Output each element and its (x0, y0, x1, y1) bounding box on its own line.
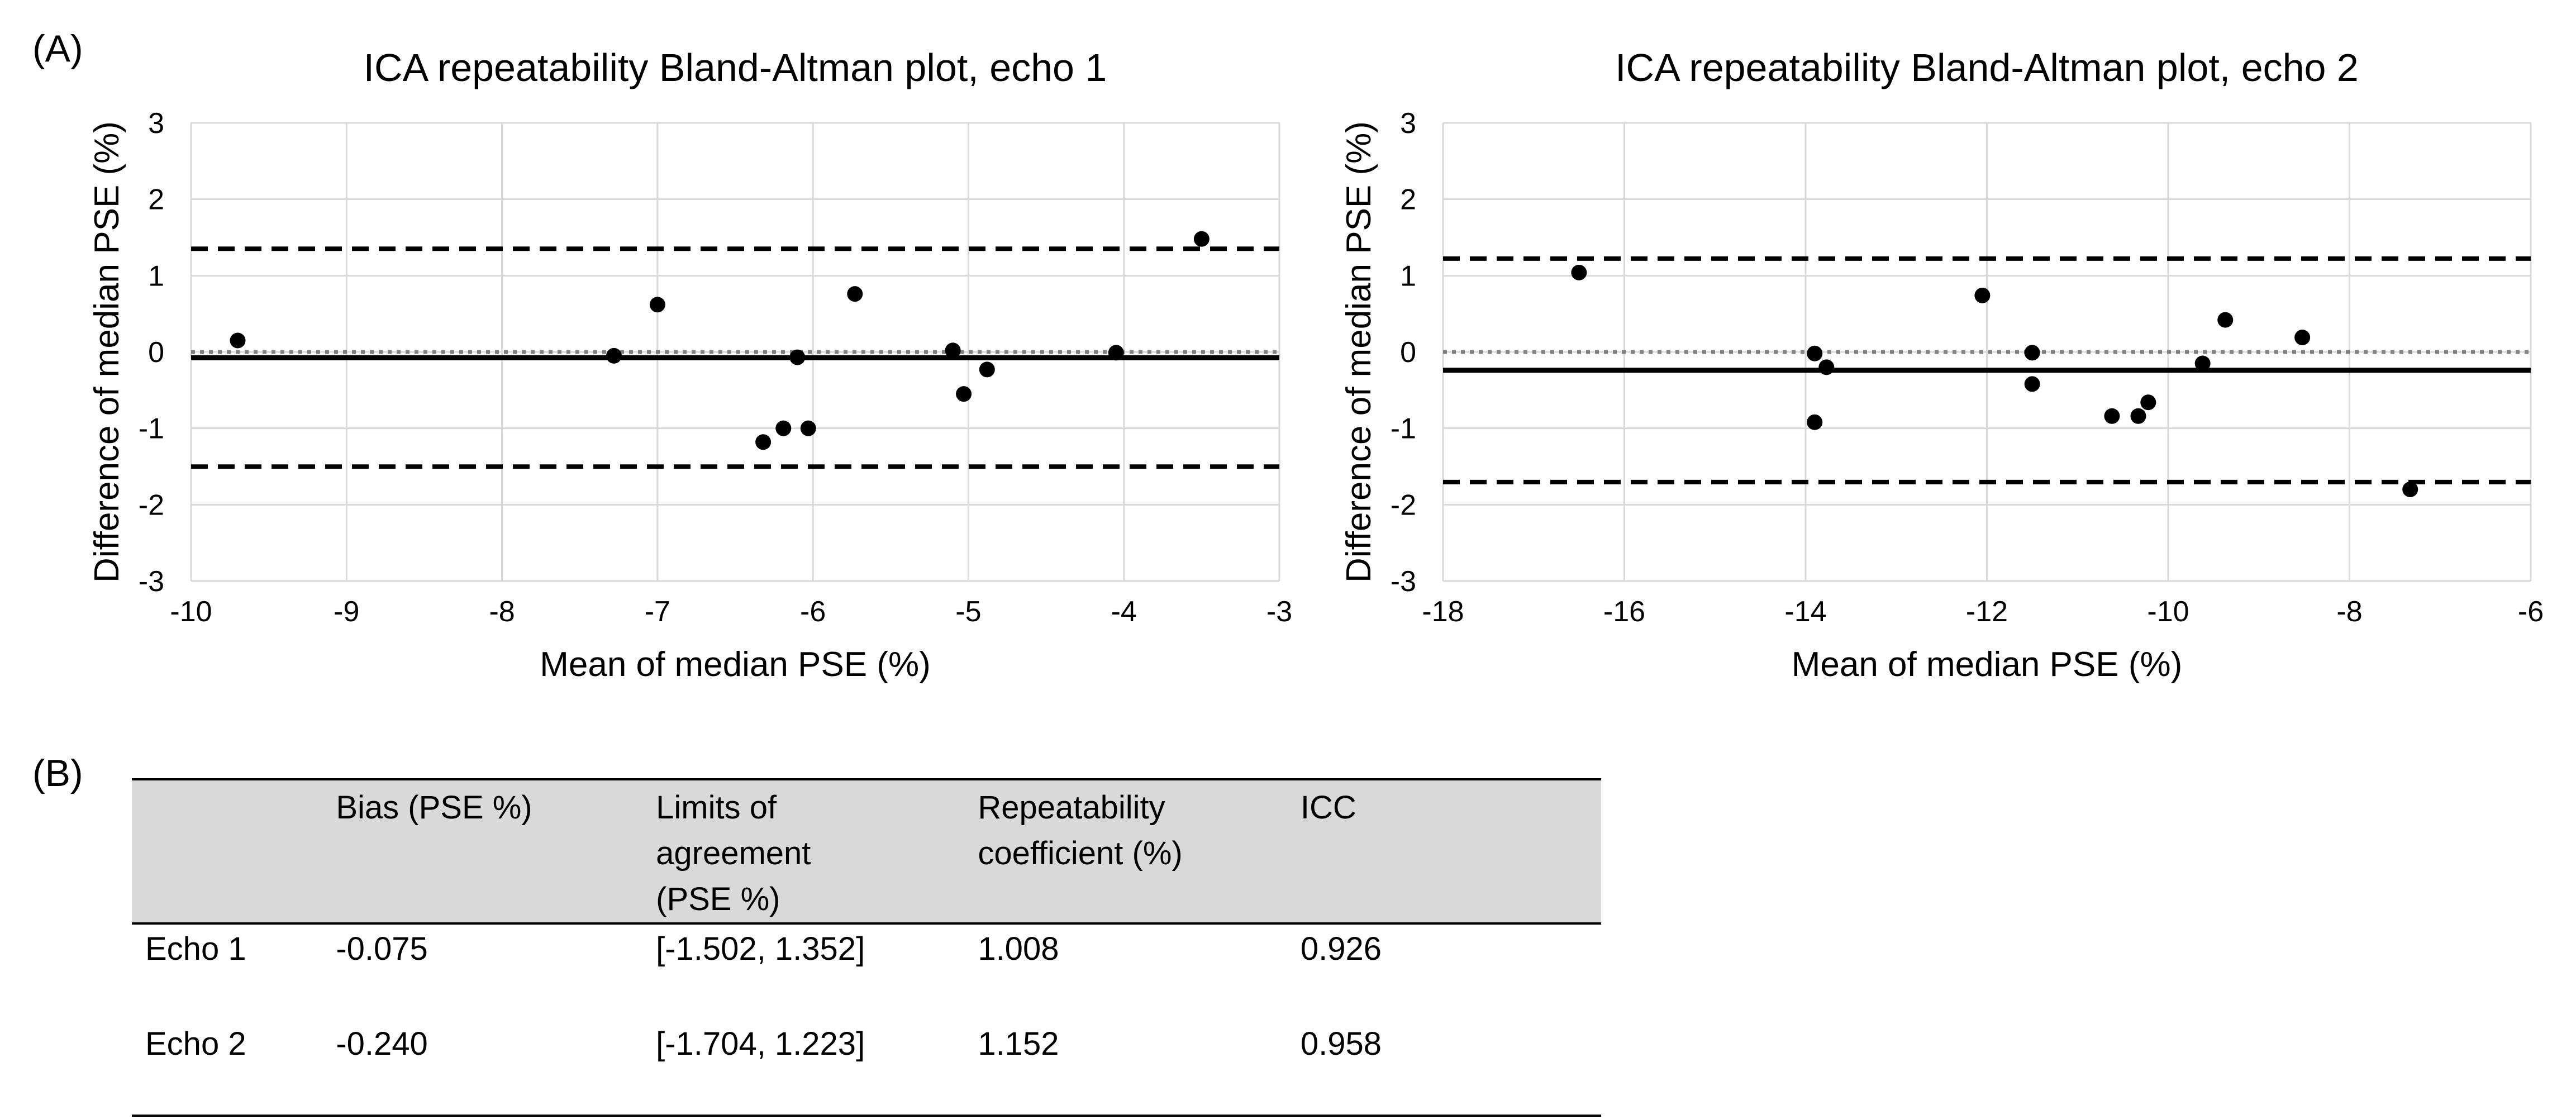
data-point (1108, 345, 1124, 361)
data-point (1193, 231, 1210, 247)
x-axis-title: Mean of median PSE (%) (540, 645, 931, 684)
data-point (2130, 408, 2146, 424)
data-point (2294, 330, 2311, 346)
x-tick-label: -6 (800, 596, 826, 628)
cell-echo1-label: Echo 1 (145, 931, 246, 967)
x-tick-label: -16 (1603, 596, 1645, 628)
statistics-table: Bias (PSE %) Limits of agreement (PSE %)… (132, 778, 1601, 1117)
y-tick-label: -2 (1391, 489, 1416, 521)
header-repeatability-text: Repeatability coefficient (%) (978, 789, 1183, 872)
x-tick-label: -10 (170, 596, 212, 628)
data-point (2104, 408, 2120, 424)
x-tick-label: -7 (645, 596, 670, 628)
header-icc: ICC (1300, 778, 1601, 925)
header-limits-text: Limits of agreement (PSE %) (656, 789, 811, 917)
x-tick-label: -8 (2336, 596, 2362, 628)
data-point (847, 286, 863, 302)
x-tick-label: -6 (2518, 596, 2544, 628)
y-axis-title: Difference of median PSE (%) (88, 121, 126, 583)
data-point (1807, 414, 1823, 430)
chart-title: ICA repeatability Bland-Altman plot, ech… (1615, 46, 2359, 89)
y-tick-label: -1 (139, 413, 164, 445)
x-axis-title: Mean of median PSE (%) (1792, 645, 2183, 684)
y-tick-label: 0 (1400, 336, 1416, 369)
y-tick-label: 1 (1400, 260, 1416, 292)
data-point (2024, 376, 2040, 392)
x-tick-label: -4 (1111, 596, 1137, 628)
x-tick-label: -12 (1966, 596, 2008, 628)
table-row: Echo 2 -0.240 [-1.704, 1.223] 1.152 0.95… (132, 1020, 1601, 1117)
y-tick-label: -3 (139, 565, 164, 598)
y-tick-label: -1 (1391, 413, 1416, 445)
data-point (979, 361, 995, 378)
y-tick-label: -3 (1391, 565, 1416, 598)
x-tick-label: -10 (2147, 596, 2189, 628)
y-tick-label: 3 (148, 107, 164, 140)
header-empty (132, 778, 336, 925)
x-tick-label: -5 (955, 596, 981, 628)
y-axis-title: Difference of median PSE (%) (1340, 121, 1378, 583)
cell-echo2-bias: -0.240 (336, 1020, 656, 1117)
data-point (775, 420, 792, 436)
data-point (945, 342, 961, 359)
cell-echo2-label: Echo 2 (132, 1020, 336, 1117)
y-tick-label: 3 (1400, 107, 1416, 140)
panel-b-label: (B) (32, 752, 83, 794)
data-point (2194, 355, 2211, 372)
x-tick-label: -3 (1266, 596, 1292, 628)
data-point (1571, 264, 1587, 280)
data-point (1974, 287, 1991, 303)
chart-title: ICA repeatability Bland-Altman plot, ech… (364, 46, 1107, 89)
cell-echo1-repeatability: 1.008 (978, 931, 1059, 967)
data-point (2140, 394, 2156, 411)
cell-echo1-icc: 0.926 (1300, 931, 1382, 967)
cell-echo1-limits: [-1.502, 1.352] (656, 931, 865, 967)
cell-echo2-limits: [-1.704, 1.223] (656, 1020, 978, 1117)
y-tick-label: 1 (148, 260, 164, 292)
data-point (755, 434, 772, 450)
header-repeatability: Repeatability coefficient (%) (978, 778, 1301, 925)
header-bias: Bias (PSE %) (336, 778, 656, 925)
data-point (2402, 482, 2418, 497)
y-tick-label: 2 (148, 184, 164, 216)
data-point (649, 297, 665, 313)
data-point (230, 332, 246, 349)
x-tick-label: -9 (334, 596, 359, 628)
x-tick-label: -18 (1422, 596, 1464, 628)
data-point (789, 349, 806, 365)
cell-echo2-repeatability: 1.152 (978, 1020, 1301, 1117)
data-point (1818, 359, 1835, 375)
data-point (2217, 312, 2234, 328)
y-tick-label: -2 (139, 489, 164, 521)
statistics-table-panel: Bias (PSE %) Limits of agreement (PSE %)… (132, 778, 1601, 1117)
cell-echo1-bias: -0.075 (336, 931, 428, 967)
y-tick-label: 0 (148, 336, 164, 369)
y-tick-label: 2 (1400, 184, 1416, 216)
x-tick-label: -14 (1784, 596, 1826, 628)
cell-echo2-icc: 0.958 (1300, 1020, 1601, 1117)
panel-a-label: (A) (32, 27, 83, 70)
data-point (800, 420, 816, 436)
header-limits: Limits of agreement (PSE %) (656, 778, 978, 925)
data-point (606, 347, 622, 364)
data-point (2024, 345, 2040, 361)
table-header-row: Bias (PSE %) Limits of agreement (PSE %)… (132, 778, 1601, 925)
data-point (956, 386, 972, 402)
table-row: Echo 1 -0.075 [-1.502, 1.352] 1.008 0.92… (132, 923, 1601, 1020)
data-point (1807, 345, 1823, 361)
x-tick-label: -8 (489, 596, 515, 628)
